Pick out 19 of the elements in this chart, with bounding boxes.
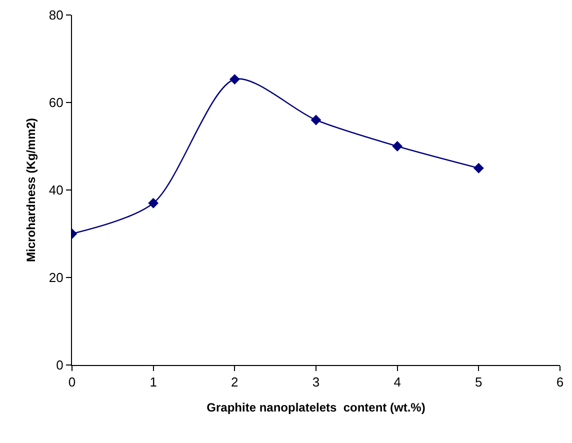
x-tick-label: 6 bbox=[556, 374, 564, 390]
point bbox=[310, 114, 322, 126]
x-tick-label: 5 bbox=[475, 374, 482, 390]
point bbox=[392, 141, 403, 152]
x-axis-title: Graphite nanoplatelets content (wt.%) bbox=[206, 400, 426, 414]
y-tick-label: 60 bbox=[48, 95, 64, 110]
y-tick-label: 80 bbox=[48, 8, 64, 23]
x-tick-label: 0 bbox=[68, 374, 76, 390]
point bbox=[229, 74, 240, 85]
point bbox=[148, 198, 159, 208]
y-tick-label: 20 bbox=[48, 270, 64, 286]
x-tick-label: 3 bbox=[312, 374, 320, 390]
y-tick-label: 0 bbox=[56, 358, 64, 373]
y-tick-label: 40 bbox=[48, 182, 64, 198]
x-tick-label: 2 bbox=[231, 374, 238, 390]
point bbox=[473, 162, 484, 174]
x-tick-label: 4 bbox=[394, 374, 401, 390]
y-axis-title: Microhardness (Kg/mm2) bbox=[24, 118, 38, 262]
x-tick-label: 1 bbox=[150, 374, 157, 390]
